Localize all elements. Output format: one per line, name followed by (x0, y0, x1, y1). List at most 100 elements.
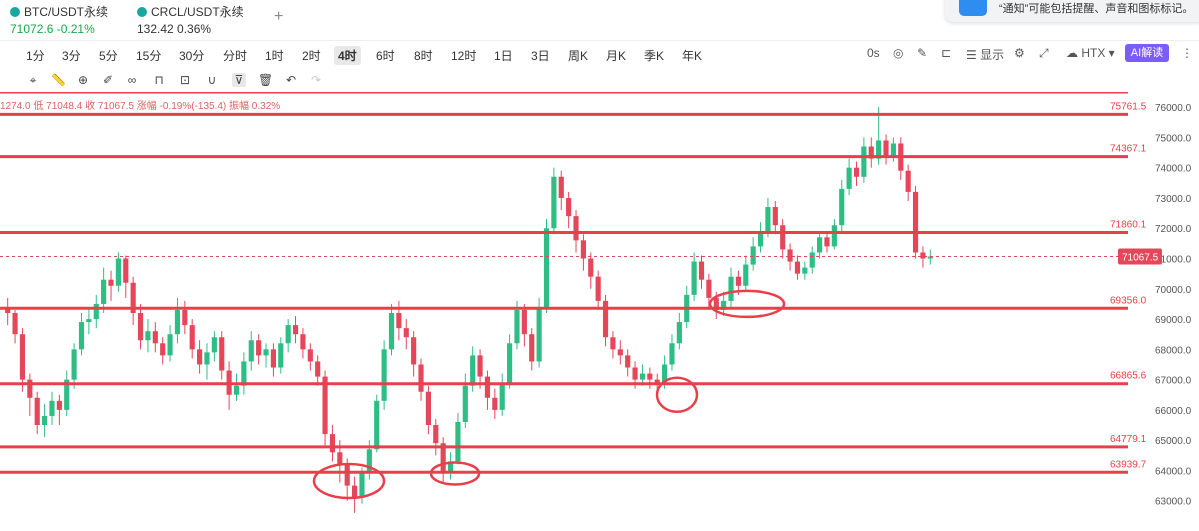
price-chart[interactable]: 63000.0 64000.0 65000.0 66000.0 67000.0 68000… (0, 92, 1199, 531)
candle-body (204, 352, 210, 365)
candle-body (787, 249, 793, 262)
candle-body (433, 425, 439, 444)
timeframe-week[interactable]: 周K (568, 49, 589, 63)
timeframe-12h[interactable]: 12时 (451, 49, 477, 63)
candle-body (137, 313, 144, 341)
timeframe-timeshare[interactable]: 分时 (223, 49, 248, 63)
timeframe-bar: 1分 3分 5分 15分 30分 分时 1时 2时 4时 6时 8时 12时 1… (0, 42, 1199, 68)
ticker-symbol: BTC/USDT永续 (24, 5, 109, 19)
ruler-tool-icon[interactable]: 📏 (51, 73, 66, 87)
annotation-circle (312, 462, 386, 500)
level-label: 69356.0 (1110, 295, 1147, 306)
lock-tool-icon[interactable]: ⊓ (154, 73, 164, 87)
candle-body (440, 443, 446, 474)
candle-body (772, 207, 778, 226)
candle-body (352, 485, 358, 498)
candle-body (241, 361, 247, 386)
redo-icon[interactable]: ↷ (310, 73, 322, 87)
ticker-crcl[interactable]: CRCL/USDT永续 132.42 0.36% (137, 3, 244, 36)
timeframe-8h[interactable]: 8时 (414, 49, 433, 63)
candle-body (625, 355, 631, 368)
timeframe-1m[interactable]: 1分 (26, 49, 45, 63)
candle-body (359, 473, 365, 498)
candle-body (425, 391, 431, 426)
candle-body (780, 225, 786, 250)
reply-icon[interactable]: ⊏ (941, 46, 952, 60)
candle-body (647, 373, 653, 380)
candle-body (912, 191, 919, 253)
trash-tool-icon[interactable]: 🗑 (258, 73, 274, 87)
notification-banner[interactable]: “通知”可能包括提醒、声音和图标标记。 (945, 0, 1199, 22)
exchange-select[interactable]: ☁ HTX ▾ (1066, 46, 1115, 60)
candle-body (263, 349, 269, 356)
candle-body (300, 334, 306, 350)
candle-body (839, 188, 845, 226)
ticker-btc[interactable]: BTC/USDT永续 71072.6 -0.21% (10, 3, 108, 36)
candle-body (115, 258, 121, 286)
annotation-circle (429, 461, 481, 486)
more-icon[interactable]: ⋮ (1181, 46, 1193, 60)
candle-body (662, 364, 668, 383)
fullscreen-icon[interactable]: ⤢ (1039, 46, 1049, 60)
candle-body (750, 246, 756, 265)
ticker-price: 71072.6 (10, 22, 54, 36)
candle-body (706, 279, 712, 298)
candle-body (152, 331, 158, 344)
timeframe-5m[interactable]: 5分 (99, 49, 118, 63)
timeframe-15m[interactable]: 15分 (136, 49, 162, 63)
zoom-tool-icon[interactable]: ⊕ (77, 73, 89, 87)
timeframe-1h[interactable]: 1时 (265, 49, 284, 63)
candle-body (861, 146, 867, 177)
candle-body (388, 313, 395, 350)
candle-body (920, 252, 926, 259)
level-label: 64779.1 (1110, 434, 1147, 445)
timeframe-6h[interactable]: 6时 (376, 49, 395, 63)
candle-body (403, 328, 409, 338)
timeframe-year[interactable]: 年K (682, 49, 703, 63)
magnet-tool-icon[interactable]: ∪ (207, 73, 217, 87)
candle-body (219, 337, 225, 371)
candle-body (817, 237, 823, 253)
timeframe-3d[interactable]: 3日 (531, 49, 550, 63)
candle-body (883, 140, 889, 156)
candle-body (551, 176, 557, 229)
undo-icon[interactable]: ↶ (285, 73, 297, 87)
candle-body (566, 197, 572, 217)
edit-tool-icon[interactable]: ⊡ (179, 73, 191, 87)
coin-icon (137, 6, 147, 17)
settings-icon[interactable]: ⚙ (1014, 46, 1025, 60)
annotation-circle (655, 376, 699, 414)
y-tick-label: 76000.0 (1155, 103, 1192, 114)
candle-body (602, 300, 609, 338)
candle-body (721, 300, 727, 310)
add-tab-button[interactable]: + (274, 8, 284, 25)
filter-tool-icon[interactable]: ⊽ (232, 73, 246, 87)
ticker-change: 0.36% (177, 22, 212, 36)
pen-icon[interactable]: ✎ (917, 46, 928, 60)
candle-body (462, 385, 468, 423)
candle-body (12, 313, 18, 335)
timeframe-month[interactable]: 月K (606, 49, 627, 63)
candle-body (42, 415, 48, 426)
pencil-tool-icon[interactable]: ✐ (102, 73, 114, 87)
camera-icon[interactable]: ◎ (893, 46, 904, 60)
display-button[interactable]: ☰ 显示 (966, 48, 1005, 62)
candle-body (56, 400, 62, 410)
y-tick-label: 63000.0 (1155, 497, 1192, 508)
link-tool-icon[interactable]: ∞ (127, 73, 137, 87)
drawing-toolbar: ⌖ 📏 ⊕ ✐ ∞ ⊓ ⊡ ∪ ⊽ 🗑 ↶ ↷ (0, 70, 1199, 92)
candle-body (477, 355, 483, 377)
ai-interpret-button[interactable]: AI解读 (1125, 44, 1169, 62)
crosshair-tool-icon[interactable]: ⌖ (29, 73, 37, 87)
candle-body (588, 258, 594, 277)
timeframe-3m[interactable]: 3分 (62, 49, 81, 63)
candle-body (366, 449, 372, 474)
timeframe-2h[interactable]: 2时 (302, 49, 321, 63)
y-tick-label: 72000.0 (1155, 224, 1192, 235)
candle-body (676, 322, 682, 344)
coin-icon (10, 6, 20, 17)
timeframe-4h[interactable]: 4时 (334, 46, 361, 65)
timeframe-1d[interactable]: 1日 (494, 49, 513, 63)
timeframe-quarter[interactable]: 季K (644, 49, 665, 63)
timeframe-30m[interactable]: 30分 (179, 49, 205, 63)
